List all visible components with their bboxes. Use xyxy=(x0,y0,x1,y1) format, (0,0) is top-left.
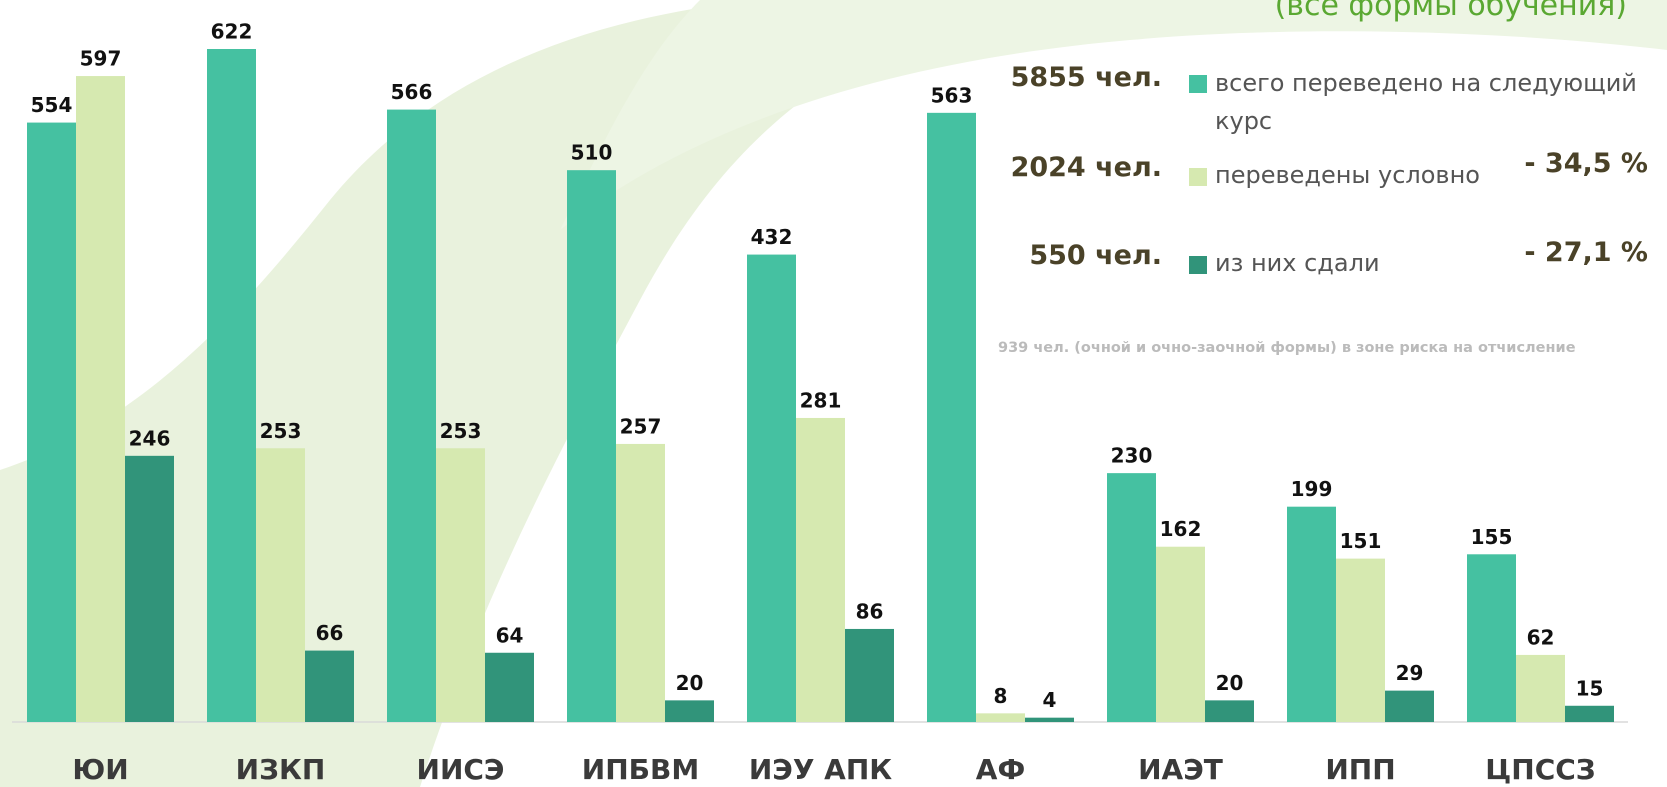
slide: ЮИ 554 597 246 ИЗКП 622 253 66 ИИСЭ 566 253 64 ИПБВМ… xyxy=(0,0,1667,787)
legend-swatch xyxy=(1189,75,1207,93)
bar xyxy=(1156,547,1205,722)
bar xyxy=(1025,718,1074,722)
legend-label: всего переведено на следующий курс xyxy=(1215,64,1667,140)
x-tick-label: ИАЭТ xyxy=(1138,753,1223,786)
value-label: 597 xyxy=(80,47,122,71)
value-label: 20 xyxy=(676,671,704,695)
bar xyxy=(1107,473,1156,722)
value-label: 15 xyxy=(1576,676,1604,700)
bar xyxy=(845,629,894,722)
value-label: 66 xyxy=(316,621,344,645)
bar xyxy=(567,170,616,722)
x-tick-label: ИПП xyxy=(1325,753,1395,786)
x-tick-label: ИЗКП xyxy=(236,753,326,786)
x-tick-label: ЮИ xyxy=(72,753,128,786)
value-label: 151 xyxy=(1340,529,1382,553)
value-label: 20 xyxy=(1216,671,1244,695)
bar xyxy=(436,448,485,722)
legend-swatch xyxy=(1189,256,1207,274)
legend-label: переведены условно xyxy=(1215,156,1480,194)
bar xyxy=(1336,559,1385,722)
bar xyxy=(1467,554,1516,722)
value-label: 4 xyxy=(1043,688,1057,712)
value-label: 281 xyxy=(800,388,842,412)
bar xyxy=(76,76,125,722)
bar xyxy=(207,49,256,722)
legend-total: 5855 чел. xyxy=(962,62,1162,93)
value-label: 253 xyxy=(440,419,482,443)
value-label: 62 xyxy=(1527,625,1555,649)
note: 939 чел. (очной и очно-заочной формы) в … xyxy=(998,340,1576,356)
value-label: 155 xyxy=(1471,525,1513,549)
bar xyxy=(1565,706,1614,722)
value-label: 230 xyxy=(1111,444,1153,468)
value-label: 253 xyxy=(260,419,302,443)
legend-total: 550 чел. xyxy=(962,240,1162,271)
value-label: 64 xyxy=(496,623,524,647)
bar xyxy=(747,255,796,722)
x-tick-label: ИПБВМ xyxy=(582,753,699,786)
value-label: 8 xyxy=(994,684,1008,708)
value-label: 86 xyxy=(856,599,884,623)
bar xyxy=(927,113,976,722)
legend-label: из них сдали xyxy=(1215,244,1380,282)
bar xyxy=(976,713,1025,722)
bar xyxy=(1516,655,1565,722)
value-label: 554 xyxy=(31,93,73,117)
bar xyxy=(485,653,534,722)
bar xyxy=(256,448,305,722)
bar xyxy=(616,444,665,722)
value-label: 510 xyxy=(571,141,613,165)
bar xyxy=(305,651,354,722)
bar xyxy=(796,418,845,722)
x-tick-label: ИИСЭ xyxy=(417,753,505,786)
x-tick-label: ИЭУ АПК xyxy=(749,753,892,786)
value-label: 199 xyxy=(1291,477,1333,501)
x-tick-label: АФ xyxy=(976,753,1025,786)
value-label: 622 xyxy=(211,20,253,44)
value-label: 162 xyxy=(1160,517,1202,541)
bar xyxy=(27,123,76,722)
legend-share: - 34,5 % xyxy=(1488,148,1648,179)
value-label: 432 xyxy=(751,225,793,249)
bar xyxy=(125,456,174,722)
bar xyxy=(1205,700,1254,722)
chart-title: (все формы обучения) xyxy=(1275,0,1627,23)
value-label: 29 xyxy=(1396,661,1424,685)
value-label: 246 xyxy=(129,426,171,450)
legend-swatch xyxy=(1189,168,1207,186)
value-label: 257 xyxy=(620,414,662,438)
bar xyxy=(1287,507,1336,722)
legend-share: - 27,1 % xyxy=(1488,237,1648,268)
bar xyxy=(1385,691,1434,722)
legend-total: 2024 чел. xyxy=(962,152,1162,183)
x-tick-label: ЦПССЗ xyxy=(1485,753,1595,786)
bar xyxy=(387,110,436,722)
bar xyxy=(665,700,714,722)
value-label: 566 xyxy=(391,80,433,104)
